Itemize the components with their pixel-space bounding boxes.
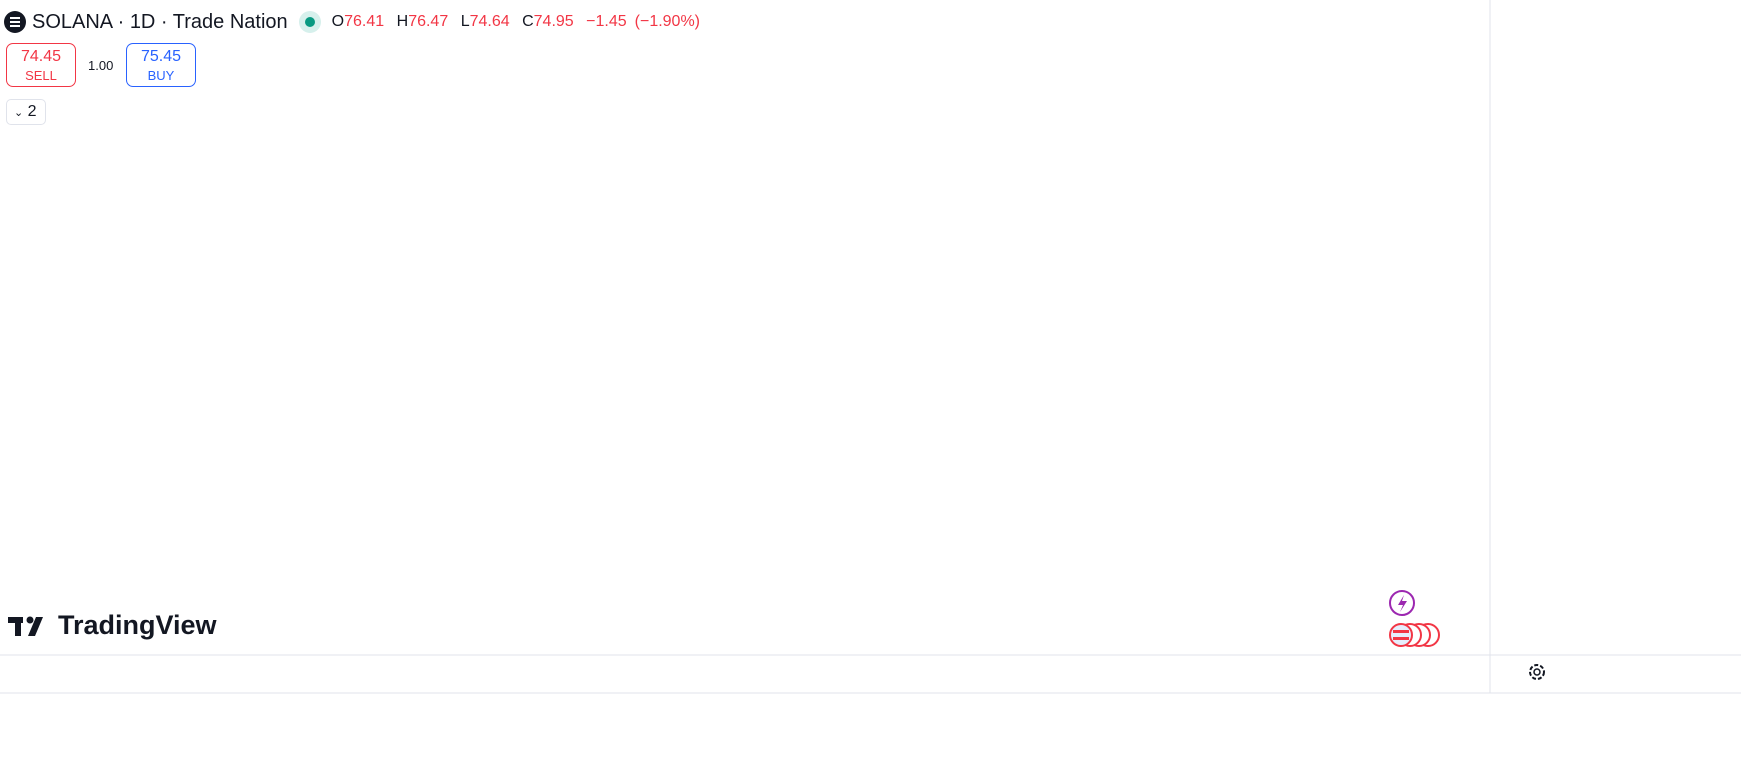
close-prefix: C [522, 13, 534, 30]
ohlc-values: O76.41 H76.47 L74.64 C74.95 −1.45 (−1.90%… [332, 13, 708, 31]
change-percent: (−1.90%) [634, 13, 701, 30]
high-value: 76.47 [408, 13, 449, 30]
low-value: 74.64 [469, 13, 510, 30]
brand-logo: TradingView [8, 610, 218, 640]
close-value: 74.95 [533, 13, 574, 30]
settings-icon[interactable] [1529, 664, 1545, 680]
sell-text: SELL [25, 68, 57, 83]
sell-button[interactable]: 74.45 SELL [6, 43, 76, 87]
indicator-count: 2 [27, 103, 37, 120]
symbol-legend: SOLANA · 1D · Trade Nation O76.41 H76.47… [4, 8, 708, 36]
indicators-toggle[interactable]: ⌄ 2 [6, 99, 46, 125]
buy-text: BUY [147, 68, 175, 83]
open-prefix: O [331, 13, 345, 30]
buy-price: 75.45 [140, 48, 182, 65]
events-icon[interactable] [1389, 623, 1440, 647]
buy-button[interactable]: 75.45 BUY [126, 43, 196, 87]
symbol-icon [4, 11, 26, 33]
low-prefix: L [460, 13, 470, 30]
high-prefix: H [396, 13, 409, 30]
sell-price: 74.45 [20, 48, 62, 65]
brand-name: TradingView [58, 610, 218, 640]
market-status [298, 11, 321, 33]
open-value: 76.41 [344, 13, 385, 30]
flash-icon[interactable] [1389, 590, 1415, 616]
symbol-title: SOLANA · 1D · Trade Nation [32, 10, 288, 33]
quantity[interactable]: 1.00 [88, 58, 114, 73]
change-value: −1.45 [586, 13, 627, 30]
